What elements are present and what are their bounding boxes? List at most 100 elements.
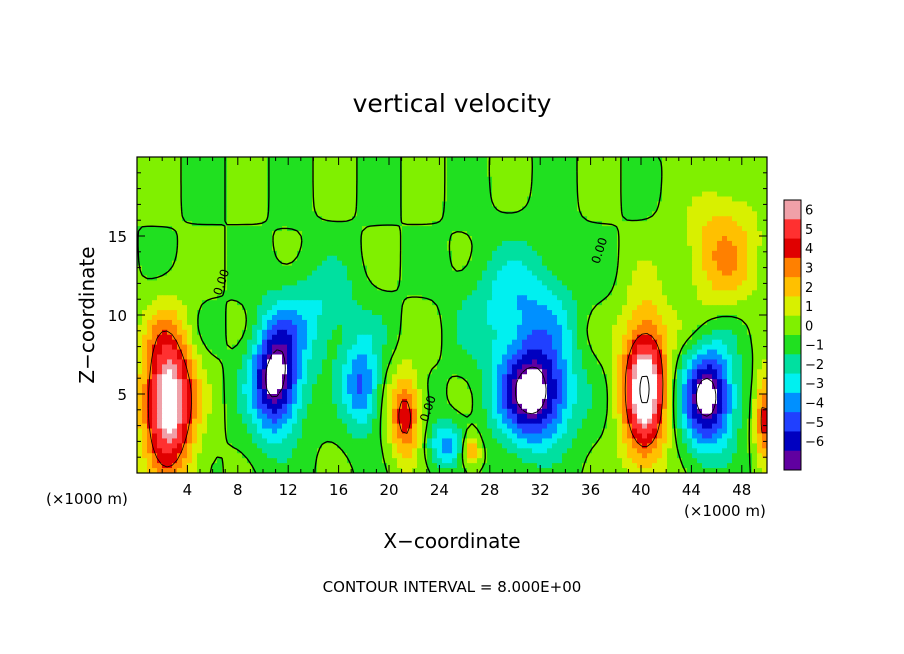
field-cell [502, 166, 508, 173]
field-cell [607, 300, 613, 306]
field-cell [597, 226, 603, 232]
field-cell [692, 310, 698, 316]
field-cell [177, 319, 183, 326]
field-cell [657, 176, 663, 183]
field-cell [627, 280, 633, 286]
field-cell [452, 201, 458, 207]
field-cell [667, 260, 673, 267]
field-cell [622, 344, 628, 351]
field-cell [422, 349, 428, 356]
field-cell [212, 201, 218, 207]
field-cell [757, 221, 763, 227]
field-cell [282, 191, 288, 198]
field-cell [612, 231, 618, 237]
field-cell [552, 300, 558, 306]
field-cell [427, 324, 433, 331]
field-cell [502, 211, 508, 217]
field-cell [672, 226, 678, 232]
field-cell [142, 315, 148, 321]
field-cell [462, 161, 468, 168]
field-cell [142, 295, 148, 301]
field-cell [682, 245, 688, 252]
field-cell [557, 270, 563, 277]
field-cell [502, 236, 508, 242]
field-cell [472, 181, 478, 188]
field-cell [342, 275, 348, 282]
field-cell [652, 290, 658, 296]
field-cell [562, 315, 568, 321]
field-cell [247, 300, 253, 306]
field-cell [352, 300, 358, 306]
field-cell [692, 255, 698, 262]
field-cell [682, 275, 688, 282]
field-cell [467, 324, 473, 331]
field-cell [462, 280, 468, 286]
field-cell [392, 290, 398, 296]
field-cell [292, 186, 298, 193]
field-cell [237, 161, 243, 168]
field-cell [452, 275, 458, 282]
field-cell [517, 319, 523, 326]
field-cell [157, 216, 163, 222]
field-cell [537, 236, 543, 242]
field-cell [142, 157, 148, 163]
field-cell [262, 324, 268, 331]
field-cell [612, 171, 618, 178]
field-cell [497, 319, 503, 326]
field-cell [382, 161, 388, 168]
field-cell [387, 349, 393, 356]
field-cell [502, 349, 508, 356]
field-cell [422, 280, 428, 286]
field-cell [742, 157, 748, 163]
field-cell [327, 260, 333, 267]
field-cell [262, 260, 268, 267]
field-cell [212, 240, 218, 247]
field-cell [302, 290, 308, 296]
field-cell [202, 240, 208, 247]
field-cell [622, 186, 628, 193]
field-cell [232, 295, 238, 301]
field-cell [552, 305, 558, 311]
field-cell [697, 226, 703, 232]
field-cell [152, 339, 158, 346]
field-cell [742, 221, 748, 227]
field-cell [717, 255, 723, 262]
field-cell [317, 315, 323, 321]
field-cell [457, 324, 463, 331]
field-cell [702, 201, 708, 207]
field-cell [677, 171, 683, 178]
field-cell [297, 196, 303, 203]
field-cell [292, 339, 298, 346]
field-cell [187, 290, 193, 296]
field-cell [607, 186, 613, 193]
field-cell [337, 275, 343, 282]
field-cell [752, 260, 758, 267]
field-cell [262, 186, 268, 193]
field-cell [632, 206, 638, 212]
field-cell [282, 176, 288, 183]
field-cell [522, 285, 528, 291]
field-cell [507, 161, 513, 168]
field-cell [507, 344, 513, 351]
field-cell [467, 280, 473, 286]
field-cell [207, 226, 213, 232]
field-cell [157, 265, 163, 272]
field-cell [512, 236, 518, 242]
field-cell [392, 161, 398, 168]
field-cell [627, 231, 633, 237]
field-cell [452, 280, 458, 286]
field-cell [372, 226, 378, 232]
field-cell [207, 260, 213, 267]
field-cell [242, 334, 248, 341]
field-cell [257, 226, 263, 232]
field-cell [357, 201, 363, 207]
field-cell [667, 240, 673, 247]
field-cell [462, 196, 468, 203]
field-cell [397, 349, 403, 356]
field-cell [377, 191, 383, 198]
field-cell [137, 339, 143, 346]
field-cell [602, 157, 608, 163]
field-cell [257, 265, 263, 272]
field-cell [627, 211, 633, 217]
field-cell [532, 315, 538, 321]
